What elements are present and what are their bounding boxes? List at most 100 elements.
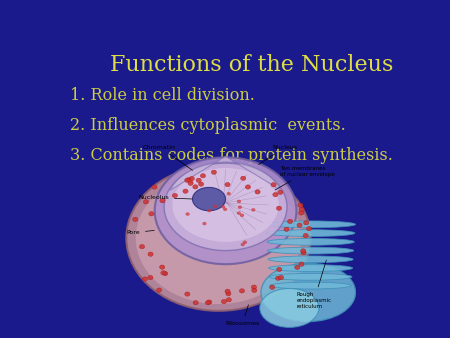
Ellipse shape — [207, 209, 211, 212]
Ellipse shape — [149, 212, 154, 216]
Ellipse shape — [226, 292, 231, 296]
Ellipse shape — [237, 200, 241, 203]
Ellipse shape — [186, 177, 191, 182]
Ellipse shape — [183, 189, 188, 193]
Ellipse shape — [266, 221, 356, 228]
Ellipse shape — [267, 238, 354, 245]
Ellipse shape — [172, 193, 177, 198]
Ellipse shape — [126, 165, 310, 311]
Ellipse shape — [255, 190, 260, 194]
Text: Nucleolus: Nucleolus — [138, 195, 192, 200]
Ellipse shape — [136, 172, 301, 304]
Ellipse shape — [279, 275, 284, 280]
Ellipse shape — [225, 289, 230, 293]
Ellipse shape — [188, 181, 193, 186]
Ellipse shape — [221, 205, 225, 209]
Ellipse shape — [161, 271, 166, 275]
Ellipse shape — [162, 271, 168, 276]
Ellipse shape — [297, 223, 302, 227]
Ellipse shape — [240, 214, 244, 217]
Text: 3. Contains codes for protein synthesis.: 3. Contains codes for protein synthesis. — [70, 147, 393, 164]
Text: 2. Influences cytoplasmic  events.: 2. Influences cytoplasmic events. — [70, 117, 346, 134]
Ellipse shape — [298, 203, 303, 207]
Ellipse shape — [160, 265, 165, 269]
Ellipse shape — [245, 185, 251, 189]
Ellipse shape — [269, 273, 352, 280]
Text: Chromatin: Chromatin — [143, 145, 193, 170]
Ellipse shape — [144, 200, 149, 204]
Ellipse shape — [269, 265, 352, 271]
Ellipse shape — [277, 267, 282, 271]
Ellipse shape — [155, 157, 297, 264]
Ellipse shape — [299, 207, 304, 212]
Ellipse shape — [225, 183, 230, 187]
Ellipse shape — [301, 250, 306, 255]
Ellipse shape — [152, 185, 157, 189]
Ellipse shape — [200, 174, 206, 178]
Ellipse shape — [270, 285, 275, 289]
Ellipse shape — [226, 298, 231, 302]
Text: Nucleus: Nucleus — [259, 145, 298, 165]
Ellipse shape — [295, 265, 300, 269]
Ellipse shape — [284, 227, 289, 232]
Text: 1. Role in cell division.: 1. Role in cell division. — [70, 88, 255, 104]
Ellipse shape — [193, 187, 225, 211]
Ellipse shape — [239, 289, 244, 293]
Ellipse shape — [184, 178, 190, 183]
Ellipse shape — [299, 211, 304, 215]
Ellipse shape — [164, 163, 287, 250]
Ellipse shape — [148, 275, 153, 280]
Ellipse shape — [185, 212, 190, 216]
Ellipse shape — [212, 170, 216, 174]
Text: Pore: Pore — [126, 230, 154, 235]
Ellipse shape — [202, 222, 207, 225]
Ellipse shape — [275, 276, 281, 281]
Ellipse shape — [301, 249, 306, 253]
Ellipse shape — [189, 176, 194, 181]
Ellipse shape — [193, 300, 198, 305]
Ellipse shape — [303, 234, 308, 238]
Ellipse shape — [237, 211, 241, 215]
Ellipse shape — [304, 221, 309, 225]
Ellipse shape — [196, 178, 201, 183]
Ellipse shape — [278, 190, 283, 194]
Ellipse shape — [251, 208, 256, 212]
Ellipse shape — [221, 299, 226, 304]
Ellipse shape — [243, 241, 247, 244]
Ellipse shape — [288, 219, 292, 223]
Text: Rough
endoplasmic
reticulum: Rough endoplasmic reticulum — [297, 260, 332, 309]
Ellipse shape — [198, 182, 204, 186]
Ellipse shape — [223, 208, 227, 211]
Polygon shape — [170, 156, 281, 190]
Ellipse shape — [184, 292, 190, 296]
Ellipse shape — [252, 285, 256, 289]
Ellipse shape — [238, 206, 242, 209]
Ellipse shape — [213, 204, 217, 208]
Ellipse shape — [227, 192, 231, 195]
Text: Functions of the Nucleus: Functions of the Nucleus — [110, 54, 393, 76]
Ellipse shape — [172, 168, 279, 242]
Ellipse shape — [306, 226, 312, 231]
Ellipse shape — [140, 244, 144, 249]
Ellipse shape — [273, 193, 278, 197]
Ellipse shape — [193, 185, 198, 189]
Ellipse shape — [299, 262, 304, 266]
Ellipse shape — [160, 199, 165, 203]
Ellipse shape — [148, 252, 153, 256]
Ellipse shape — [268, 256, 353, 263]
Ellipse shape — [252, 288, 257, 292]
Ellipse shape — [142, 277, 148, 281]
Ellipse shape — [157, 288, 162, 292]
Ellipse shape — [260, 288, 319, 327]
Ellipse shape — [205, 300, 211, 305]
Ellipse shape — [270, 282, 351, 289]
Ellipse shape — [271, 183, 276, 187]
Ellipse shape — [241, 243, 245, 246]
Ellipse shape — [266, 230, 355, 237]
Ellipse shape — [133, 217, 138, 221]
Ellipse shape — [276, 206, 282, 210]
Ellipse shape — [267, 247, 354, 254]
Ellipse shape — [261, 263, 356, 321]
Ellipse shape — [207, 300, 212, 304]
Text: Two membranes
of nuclear envelope: Two membranes of nuclear envelope — [275, 166, 335, 190]
